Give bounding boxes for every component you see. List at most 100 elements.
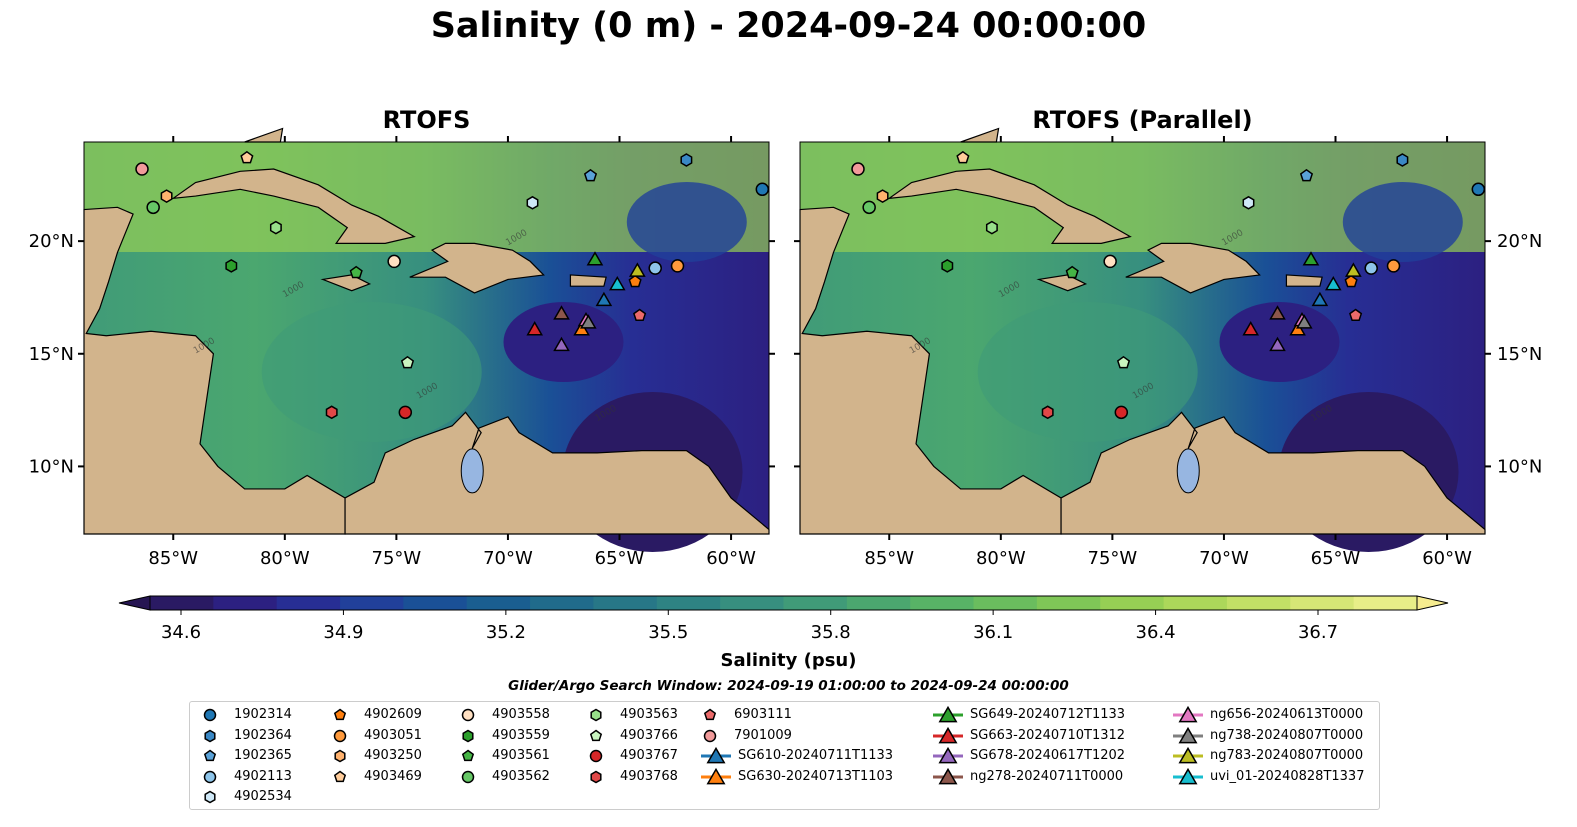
marker-4903766 xyxy=(400,355,415,369)
colorbar-segment xyxy=(973,596,1038,610)
legend-label: uvi_01-20240828T1337 xyxy=(1210,768,1365,784)
marker-ng738-20240807T0000 xyxy=(1178,726,1198,743)
land-hispaniola xyxy=(409,242,545,294)
legend-marker-icon xyxy=(590,708,602,722)
land-florida xyxy=(960,127,1000,143)
marker-4903767 xyxy=(589,749,603,763)
colorbar-tick-label: 36.4 xyxy=(1136,622,1176,643)
legend-marker-icon xyxy=(1173,746,1203,764)
marker-SG610-20240711T1133 xyxy=(706,746,726,764)
marker-uvi_01-20240828T1337 xyxy=(608,276,626,291)
marker-7901009 xyxy=(851,162,865,176)
legend-label: 4903051 xyxy=(364,727,422,743)
legend-marker-icon xyxy=(1173,726,1203,743)
marker-4902609 xyxy=(1344,274,1358,288)
colorbar-segment xyxy=(1353,596,1418,610)
land-florida xyxy=(244,127,284,143)
legend-marker-icon xyxy=(461,749,475,762)
marker-4902609 xyxy=(628,274,642,288)
map-frame xyxy=(799,141,1486,535)
marker-4903558 xyxy=(461,708,475,722)
low-salinity-eddy xyxy=(1342,182,1463,262)
marker-4903562 xyxy=(862,200,876,215)
low-salinity-eddy xyxy=(626,182,747,262)
colorbar-tick-label: 36.1 xyxy=(973,622,1013,643)
marker-SG610-20240711T1133 xyxy=(595,291,613,307)
colorbar-tick-label: 36.7 xyxy=(1298,622,1338,643)
land-hispaniola xyxy=(1125,242,1261,294)
marker-1902365 xyxy=(1299,168,1314,182)
x-tick-label: 65°W xyxy=(595,548,645,569)
colorbar-segment xyxy=(1036,596,1101,610)
legend-marker-icon xyxy=(461,708,475,722)
colorbar-label: Salinity (psu) xyxy=(720,650,857,671)
central-caribbean xyxy=(977,302,1198,442)
colorbar-segment xyxy=(1290,596,1355,610)
marker-ng738-20240807T0000 xyxy=(1296,314,1313,329)
legend-marker-icon xyxy=(701,767,731,784)
legend-label: 4903559 xyxy=(492,727,550,743)
marker-4902534 xyxy=(526,195,539,210)
x-tick-label: 70°W xyxy=(483,548,533,569)
marker-4903766 xyxy=(589,729,603,741)
colorbar-segment xyxy=(783,596,848,610)
marker-1902364 xyxy=(680,153,693,167)
x-tick-label: 75°W xyxy=(1088,548,1138,569)
marker-4903558 xyxy=(387,254,401,269)
legend-label: 4903768 xyxy=(620,768,678,784)
legend-label: 4903563 xyxy=(620,707,678,722)
marker-7901009 xyxy=(135,162,149,176)
x-tick-label: 65°W xyxy=(1311,548,1361,569)
marker-4903563 xyxy=(985,220,998,235)
marker-4903559 xyxy=(462,729,474,742)
legend-marker-icon xyxy=(203,770,217,783)
marker-4902113 xyxy=(203,770,217,783)
colorbar-tick-label: 34.9 xyxy=(323,622,363,643)
legend-marker-icon xyxy=(589,749,603,763)
marker-ng656-20240613T0000 xyxy=(1178,705,1198,723)
marker-ng278-20240711T0000 xyxy=(553,305,570,320)
marker-4903559 xyxy=(225,259,238,273)
legend-label: SG630-20240713T1103 xyxy=(738,768,894,784)
map-panel-rtofs: 85°W 80°W 75°W 70°W 65°W 60°W10°N15°N20°N1000… xyxy=(29,127,775,569)
marker-SG649-20240712T1133 xyxy=(1302,251,1320,266)
marker-4903469 xyxy=(240,150,254,164)
marker-4902113 xyxy=(648,261,662,275)
marker-4903469 xyxy=(956,150,970,164)
legend-label: ng783-20240807T0000 xyxy=(1210,748,1364,763)
marker-1902314 xyxy=(203,708,217,722)
y-tick-label: 20°N xyxy=(1497,231,1542,252)
colorbar: 34.6 34.9 35.2 35.5 35.8 36.1 36.4 36.7 xyxy=(118,595,1449,643)
y-tick-label: 15°N xyxy=(29,344,74,365)
land-cuba xyxy=(887,168,1132,244)
marker-4903250 xyxy=(876,189,889,203)
x-tick-label: 85°W xyxy=(864,548,914,569)
legend-label: 4903250 xyxy=(364,748,422,763)
x-tick-label: 80°W xyxy=(976,548,1026,569)
marker-4903563 xyxy=(590,708,602,722)
legend-marker-icon xyxy=(589,729,603,741)
marker-SG678-20240617T1202 xyxy=(1269,336,1286,352)
colorbar-segment xyxy=(1100,596,1165,610)
marker-1902365 xyxy=(583,168,598,182)
marker-ng278-20240711T0000 xyxy=(1269,305,1286,320)
marker-4903469 xyxy=(333,770,347,782)
legend-label: 1902364 xyxy=(234,727,292,743)
marker-SG678-20240617T1202 xyxy=(553,336,570,352)
land-jamaica xyxy=(1036,274,1088,292)
legend-label: SG678-20240617T1202 xyxy=(970,748,1126,763)
marker-SG630-20240713T1103 xyxy=(706,767,726,784)
land-yucatan xyxy=(799,206,1062,535)
colorbar-segment xyxy=(720,596,784,610)
legend-marker-icon xyxy=(933,726,963,743)
marker-SG663-20240710T1312 xyxy=(1242,320,1259,336)
marker-4903767 xyxy=(1114,405,1129,420)
marker-4902534 xyxy=(204,790,216,804)
panel-title-rtofs: RTOFS xyxy=(382,106,471,134)
colorbar-segment xyxy=(910,596,975,610)
marker-SG663-20240710T1312 xyxy=(938,726,958,743)
marker-1902314 xyxy=(755,182,770,197)
land-cuba xyxy=(171,168,416,244)
marker-4903051 xyxy=(333,729,347,742)
y-tick-label: 10°N xyxy=(1497,456,1542,477)
